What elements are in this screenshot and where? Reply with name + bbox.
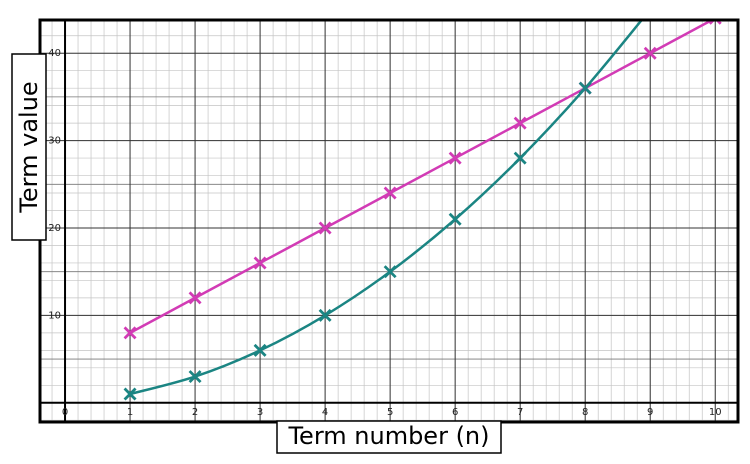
x-tick-label: 1	[127, 407, 133, 418]
point-marker	[253, 343, 267, 357]
x-tick-label: 3	[257, 407, 263, 418]
series-line	[129, 20, 715, 334]
x-tick-label: 10	[709, 407, 722, 418]
y-tick-label: 20	[48, 223, 61, 234]
x-tick-label: 9	[647, 407, 653, 418]
y-axis-title: Term value	[15, 81, 43, 213]
y-tick-label: 40	[48, 48, 61, 59]
point-marker	[188, 291, 202, 305]
point-marker	[448, 212, 462, 226]
x-axis-title: Term number (n)	[287, 422, 489, 450]
point-marker	[645, 4, 656, 15]
point-marker	[123, 387, 137, 401]
point-marker	[318, 221, 332, 235]
point-marker	[643, 46, 657, 60]
x-tick-label: 7	[517, 407, 523, 418]
point-marker	[708, 20, 722, 25]
point-marker	[318, 308, 332, 322]
point-marker	[188, 370, 202, 384]
series-line	[129, 20, 644, 396]
point-marker	[253, 256, 267, 270]
x-tick-label: 2	[192, 407, 198, 418]
series-layer	[123, 4, 722, 401]
x-tick-label: 5	[387, 407, 393, 418]
y-tick-label: 30	[48, 136, 61, 147]
point-marker	[123, 326, 137, 340]
point-marker	[578, 81, 592, 95]
y-label-box	[11, 53, 47, 241]
plot-area	[40, 20, 738, 422]
point-marker	[383, 265, 397, 279]
x-tick-label: 8	[582, 407, 588, 418]
x-tick-label: 4	[322, 407, 328, 418]
y-tick-label: 10	[48, 310, 61, 321]
point-marker	[448, 151, 462, 165]
x-tick-label: 6	[452, 407, 458, 418]
point-marker	[513, 151, 527, 165]
point-marker	[513, 116, 527, 130]
x-label-box	[276, 420, 502, 454]
grid	[40, 20, 738, 422]
point-marker	[383, 186, 397, 200]
x-tick-label: 0	[62, 407, 68, 418]
